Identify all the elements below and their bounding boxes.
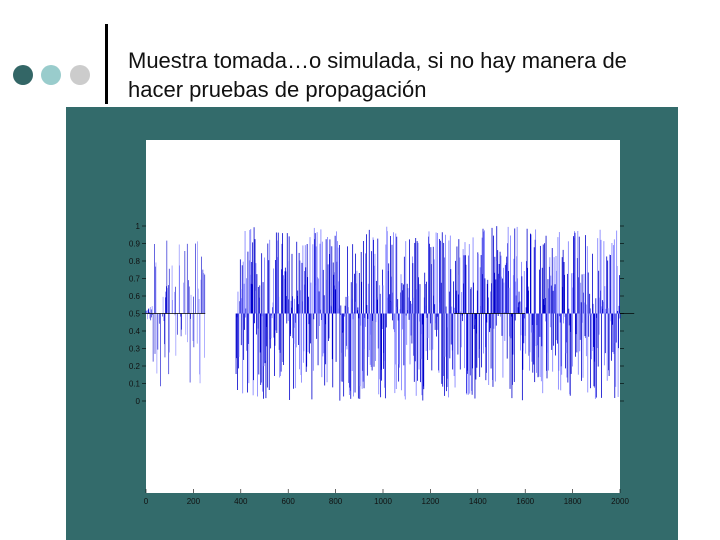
y-tick-label: 0.1 [129,380,141,389]
bullet-dot-gray [70,65,90,85]
x-tick-label: 1400 [469,497,487,506]
x-tick-label: 1600 [516,497,534,506]
bullet-dot-light [41,65,61,85]
title-rule [105,24,108,104]
y-tick-label: 1 [136,222,141,231]
signal-chart: 0 0.1 0.2 0.3 0.4 0.5 0.6 0.7 0.8 0.9 1 0 200 400 600 8… [66,107,678,540]
y-tick-label: 0.8 [129,257,141,266]
y-tick-label: 0.9 [129,240,141,249]
bullet-dot-dark [13,65,33,85]
slide-title: Muestra tomada…o simulada, si no hay man… [128,48,627,102]
y-tick-label: 0.7 [129,275,141,284]
x-tick-label: 1000 [374,497,392,506]
plot-area [146,140,620,493]
signal-series [145,226,621,401]
y-tick-label: 0.2 [129,362,141,371]
x-tick-label: 1800 [564,497,582,506]
slide-decoration [0,0,100,100]
y-tick-label: 0 [136,397,141,406]
y-tick-label: 0.4 [129,327,141,336]
y-tick-label: 0.6 [129,292,141,301]
x-tick-label: 200 [187,497,201,506]
x-tick-label: 400 [234,497,248,506]
figure-panel: 0 0.1 0.2 0.3 0.4 0.5 0.6 0.7 0.8 0.9 1 0 200 400 600 8… [66,107,678,540]
y-tick-label: 0.3 [129,345,141,354]
x-tick-label: 2000 [611,497,629,506]
x-tick-label: 600 [282,497,296,506]
x-tick-label: 1200 [422,497,440,506]
x-tick-label: 0 [144,497,149,506]
x-tick-label: 800 [329,497,343,506]
y-tick-label: 0.5 [129,310,141,319]
axes: 0 0.1 0.2 0.3 0.4 0.5 0.6 0.7 0.8 0.9 1 0 200 400 600 8… [129,222,630,506]
